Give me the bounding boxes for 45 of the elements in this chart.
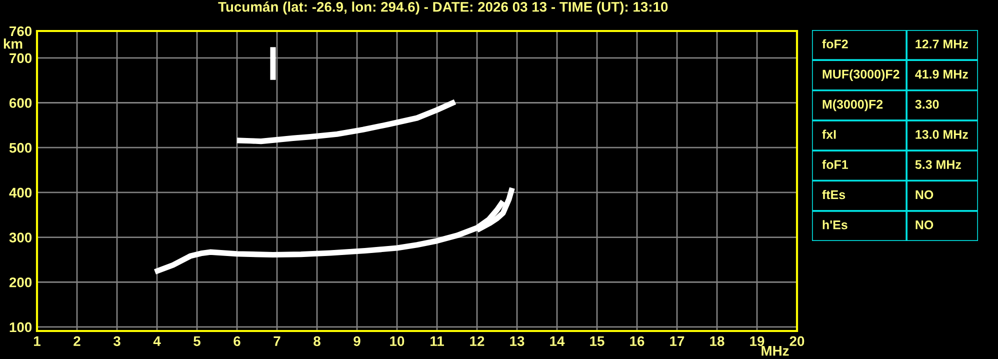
text: foF1 xyxy=(822,160,848,169)
x-tick-label: 10 xyxy=(390,336,404,346)
text: fxI xyxy=(822,130,836,139)
x-tick-label: 3 xyxy=(113,336,120,346)
x-tick-label: 4 xyxy=(153,336,161,346)
text: h'Es xyxy=(822,220,848,230)
text: 13.0 MHz xyxy=(916,130,968,139)
x-tick-label: 14 xyxy=(550,336,565,346)
x-tick-label: 16 xyxy=(630,336,644,346)
x-tick-label: 12 xyxy=(470,336,484,346)
x-tick-label: 5 xyxy=(194,336,200,346)
x-tick-label: 6 xyxy=(234,336,240,346)
x-tick-label: 19 xyxy=(750,336,764,346)
x-tick-label: 9 xyxy=(354,336,360,346)
y-axis-title: km xyxy=(4,38,22,49)
text: NO xyxy=(916,190,934,200)
text: foF2 xyxy=(822,39,848,48)
y-tick-label: 600 xyxy=(9,98,32,108)
x-tick-label: 11 xyxy=(430,336,444,346)
x-tick-label: 2 xyxy=(74,336,80,346)
y-tick-label: 500 xyxy=(9,142,32,153)
x-tick-label: 1 xyxy=(34,336,40,346)
text: MUF(3000)F2 xyxy=(822,69,900,82)
y-tick-label: 760 xyxy=(10,26,32,36)
x-tick-label: 13 xyxy=(510,336,524,346)
text: M(3000)F2 xyxy=(822,100,883,112)
x-tick-label: 15 xyxy=(590,336,604,346)
x-axis-title: MHz xyxy=(762,346,789,356)
x-tick-label: 8 xyxy=(314,336,320,346)
text: 5.3 MHz xyxy=(915,160,962,170)
y-tick-label: 700 xyxy=(10,53,32,64)
text: NO xyxy=(916,220,934,230)
x-tick-label: 20 xyxy=(790,336,804,346)
y-tick-label: 100 xyxy=(10,322,32,332)
x-tick-label: 18 xyxy=(710,336,724,346)
y-tick-label: 200 xyxy=(9,277,32,288)
text: 41.9 MHz xyxy=(915,70,968,79)
x-tick-label: 7 xyxy=(274,336,280,346)
text: 12.7 MHz xyxy=(916,40,968,48)
y-tick-label: 300 xyxy=(9,232,32,242)
chart-title: Tucumán (lat: -26.9, lon: 294.6) - DATE: 2026 03 13 - TIME (UT): 13:10 xyxy=(218,1,668,15)
y-tick-label: 400 xyxy=(9,188,32,198)
text: 3.30 xyxy=(915,100,939,109)
text: ftEs xyxy=(822,190,846,200)
x-tick-label: 17 xyxy=(670,336,684,346)
